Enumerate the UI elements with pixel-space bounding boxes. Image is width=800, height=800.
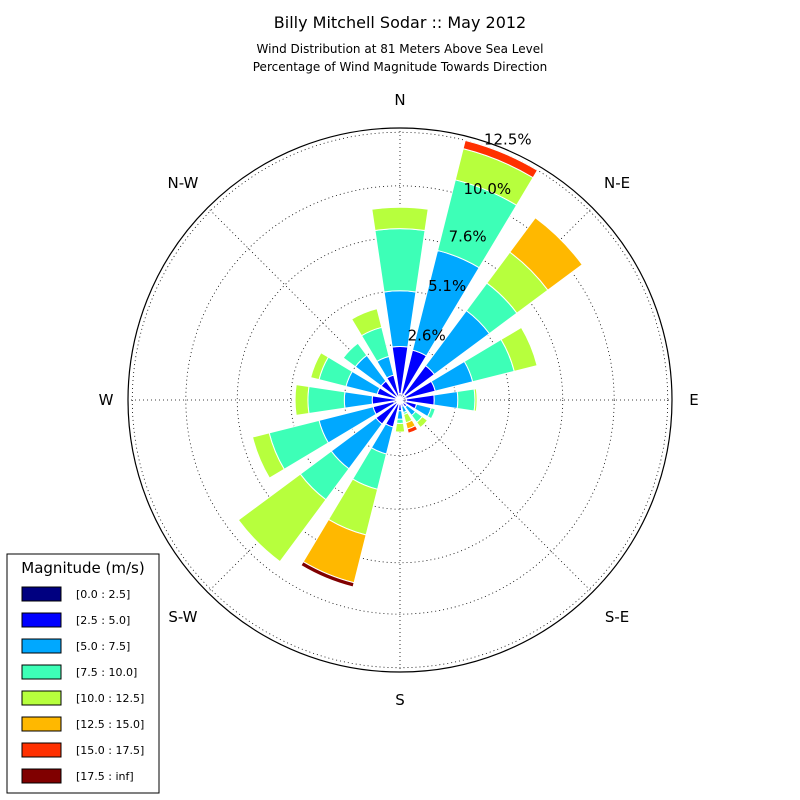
legend-swatch-1	[21, 612, 62, 628]
ring-label-1: 2.6%	[408, 327, 446, 345]
legend-swatch-7	[21, 768, 62, 784]
legend: Magnitude (m/s) [0.0 : 2.5] [2.5 : 5.0] [5…	[6, 553, 160, 794]
grid-spoke-n-w	[207, 207, 401, 401]
bar-sector-0-bin-4	[371, 206, 429, 232]
legend-label-4: [10.0 : 12.5]	[76, 692, 144, 705]
legend-swatch-5	[21, 716, 62, 732]
bar-sector-15-bin-4	[350, 307, 383, 337]
legend-label-2: [5.0 : 7.5]	[76, 640, 130, 653]
bar-sector-4-bin-2	[433, 390, 459, 410]
bar-sector-4-bin-4	[473, 388, 478, 412]
bar-sector-3-bin-4	[500, 326, 538, 372]
wind-bars	[237, 139, 583, 588]
direction-labels: N N-E E S-E S S-W W N-W	[99, 91, 699, 709]
legend-label-1: [2.5 : 5.0]	[76, 614, 130, 627]
outer-circle	[127, 127, 673, 673]
direction-label-n-e: N-E	[604, 174, 630, 192]
bar-sector-4-bin-3	[456, 388, 476, 412]
bar-sector-6-bin-4	[415, 415, 429, 429]
bar-sector-8-bin-4	[394, 422, 406, 433]
direction-label-s-w: S-W	[168, 608, 197, 626]
ring-label-4: 10.0%	[463, 180, 511, 198]
legend-swatch-4	[21, 690, 62, 706]
chart-title: Billy Mitchell Sodar :: May 2012	[274, 13, 526, 32]
ring-label-2: 5.1%	[428, 277, 466, 295]
bar-sector-1-bin-6	[462, 139, 539, 179]
polar-grid	[127, 127, 673, 673]
grid-ring-4	[185, 185, 615, 615]
bar-sector-12-bin-4	[294, 384, 310, 416]
legend-swatch-2	[21, 638, 62, 654]
grid-ring-3	[236, 236, 564, 564]
bar-sector-10-bin-4	[237, 473, 327, 563]
direction-label-s-e: S-E	[605, 608, 629, 626]
legend-entries: [0.0 : 2.5] [2.5 : 5.0] [5.0 : 7.5] [7.5 : …	[21, 586, 144, 784]
bar-sector-11-bin-4	[251, 432, 285, 479]
bar-sector-9-bin-7	[300, 561, 355, 588]
legend-title: Magnitude (m/s)	[21, 559, 144, 577]
bar-sector-13-bin-4	[310, 352, 330, 381]
grid-ring-5	[131, 131, 669, 669]
bar-sector-12-bin-2	[343, 391, 374, 409]
direction-label-n: N	[394, 91, 405, 109]
bar-sector-0-bin-3	[374, 228, 426, 293]
chart-subtitle-line-2: Percentage of Wind Magnitude Towards Dir…	[253, 60, 547, 74]
legend-swatch-3	[21, 664, 62, 680]
legend-label-7: [17.5 : inf]	[76, 770, 134, 783]
grid-spoke-s-e	[399, 399, 593, 593]
direction-label-n-w: N-W	[167, 174, 198, 192]
legend-label-6: [15.0 : 17.5]	[76, 744, 144, 757]
legend-label-3: [7.5 : 10.0]	[76, 666, 137, 679]
ring-labels: 2.6% 5.1% 7.6% 10.0% 12.5%	[408, 131, 532, 345]
bar-sector-5-bin-3	[426, 407, 436, 420]
legend-label-0: [0.0 : 2.5]	[76, 588, 130, 601]
direction-label-s: S	[395, 691, 405, 709]
bar-sector-12-bin-3	[307, 385, 346, 415]
bar-sector-2-bin-5	[509, 217, 583, 291]
bar-sector-8-bin-3	[395, 418, 405, 425]
bar-sector-7-bin-6	[406, 425, 419, 434]
legend-swatch-6	[21, 742, 62, 758]
bar-sector-8-bin-2	[396, 410, 404, 420]
bar-sector-14-bin-3	[342, 342, 368, 368]
legend-swatch-0	[21, 586, 62, 602]
direction-label-w: W	[99, 391, 114, 409]
chart-subtitle-line-1: Wind Distribution at 81 Meters Above Sea…	[257, 42, 544, 56]
ring-label-3: 7.6%	[449, 228, 487, 246]
legend-label-5: [12.5 : 15.0]	[76, 718, 144, 731]
ring-label-5: 12.5%	[484, 131, 532, 149]
direction-label-e: E	[689, 391, 698, 409]
